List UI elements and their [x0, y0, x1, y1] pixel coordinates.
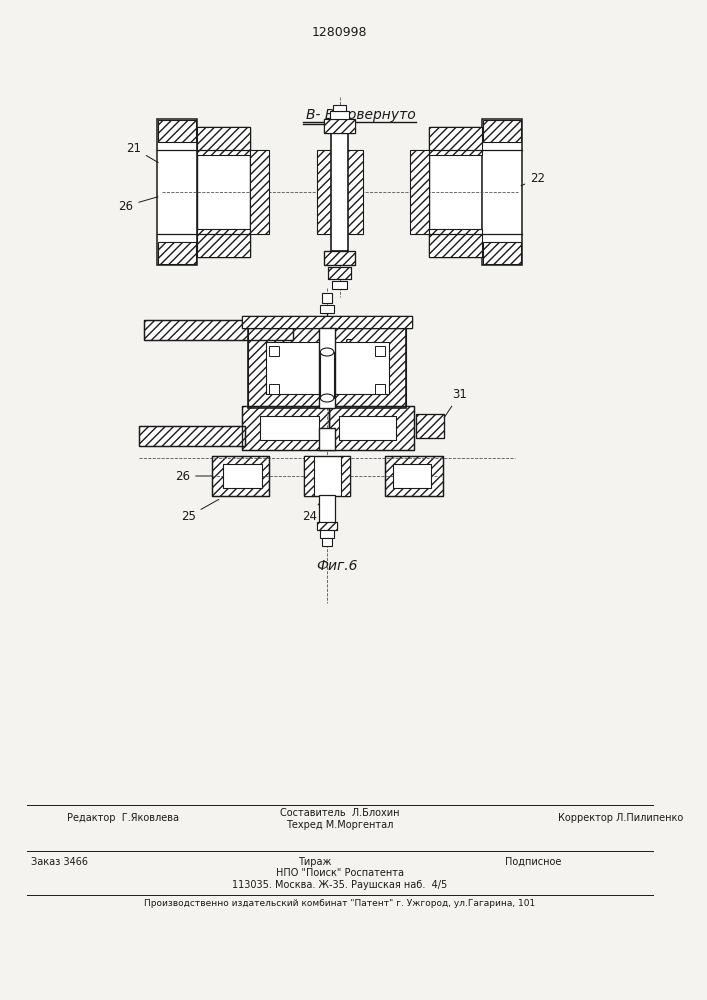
Bar — [322, 538, 332, 546]
Bar — [375, 346, 385, 356]
Bar — [157, 119, 197, 265]
Text: 26: 26 — [118, 197, 158, 213]
Bar — [429, 229, 482, 257]
Ellipse shape — [320, 348, 334, 356]
Bar — [483, 120, 522, 142]
Bar — [385, 456, 443, 496]
Bar — [269, 384, 279, 394]
Bar — [158, 242, 197, 264]
Text: 1280998: 1280998 — [312, 25, 368, 38]
Bar — [416, 414, 445, 438]
Bar — [330, 111, 349, 119]
Text: 22: 22 — [521, 172, 545, 186]
Text: Заказ 3466: Заказ 3466 — [31, 857, 88, 867]
Bar — [317, 522, 337, 530]
Bar — [259, 416, 320, 440]
Bar — [304, 456, 350, 496]
Bar — [331, 133, 349, 251]
Bar — [385, 456, 443, 496]
Bar — [328, 267, 351, 279]
Bar — [329, 406, 414, 450]
Bar — [325, 119, 355, 133]
Text: Корректор Л.Пилипенко: Корректор Л.Пилипенко — [558, 813, 683, 823]
Text: Производственно издательский комбинат "Патент" г. Ужгород, ул.Гагарина, 101: Производственно издательский комбинат "П… — [144, 899, 535, 908]
Text: Тираж: Тираж — [298, 857, 332, 867]
Bar — [248, 328, 406, 408]
Bar — [197, 127, 250, 257]
Bar — [322, 293, 332, 303]
Bar — [139, 426, 245, 446]
Bar — [304, 456, 314, 496]
Text: Составитель  Л.Блохин
Техред М.Моргентал: Составитель Л.Блохин Техред М.Моргентал — [280, 808, 399, 830]
Bar — [158, 120, 197, 142]
Bar — [243, 406, 329, 450]
Text: 26: 26 — [175, 470, 213, 483]
Bar — [325, 251, 355, 265]
Bar — [333, 105, 346, 111]
Text: В- В повернуто: В- В повернуто — [306, 108, 416, 122]
Bar — [429, 127, 482, 155]
Bar — [341, 456, 350, 496]
Text: НПО "Поиск" Роспатента
113035. Москва. Ж-35. Раушская наб.  4/5: НПО "Поиск" Роспатента 113035. Москва. Ж… — [232, 868, 448, 890]
Bar — [320, 495, 335, 523]
Text: 25: 25 — [181, 499, 219, 523]
Bar — [139, 426, 245, 446]
Text: Подписное: Подписное — [505, 857, 561, 867]
Bar — [144, 320, 293, 340]
Bar — [325, 251, 355, 265]
Bar — [243, 316, 411, 328]
Bar — [429, 127, 482, 257]
Bar — [266, 342, 389, 394]
Bar — [317, 522, 337, 530]
Bar — [482, 119, 522, 265]
Bar — [375, 384, 385, 394]
Bar — [410, 150, 429, 234]
Bar — [332, 281, 347, 289]
Text: Фиг.6: Фиг.6 — [316, 559, 358, 573]
Text: 21: 21 — [126, 141, 158, 163]
Bar — [392, 464, 431, 488]
Bar — [339, 416, 397, 440]
Text: Редактор  Г.Яковлева: Редактор Г.Яковлева — [67, 813, 180, 823]
Bar — [416, 414, 445, 438]
Bar — [317, 150, 363, 234]
Bar — [243, 406, 329, 450]
Text: Фиг.5: Фиг.5 — [329, 315, 370, 329]
Bar — [197, 229, 250, 257]
Bar — [320, 305, 334, 313]
Text: 31: 31 — [444, 388, 467, 418]
Bar — [243, 316, 411, 328]
Bar — [248, 328, 406, 408]
Bar — [211, 456, 269, 496]
Bar — [250, 150, 269, 234]
Text: Г- Г: Г- Г — [327, 338, 352, 352]
Text: 24: 24 — [302, 500, 322, 523]
Bar — [320, 352, 334, 398]
Bar — [320, 428, 335, 450]
Bar — [197, 127, 250, 155]
Bar — [211, 456, 269, 496]
Bar — [325, 119, 355, 133]
Bar — [223, 464, 262, 488]
Bar — [320, 328, 335, 408]
Bar — [269, 346, 279, 356]
Bar — [328, 267, 351, 279]
Bar — [483, 242, 522, 264]
Bar — [329, 406, 414, 450]
Bar — [144, 320, 293, 340]
Bar — [320, 530, 334, 538]
Ellipse shape — [320, 394, 334, 402]
